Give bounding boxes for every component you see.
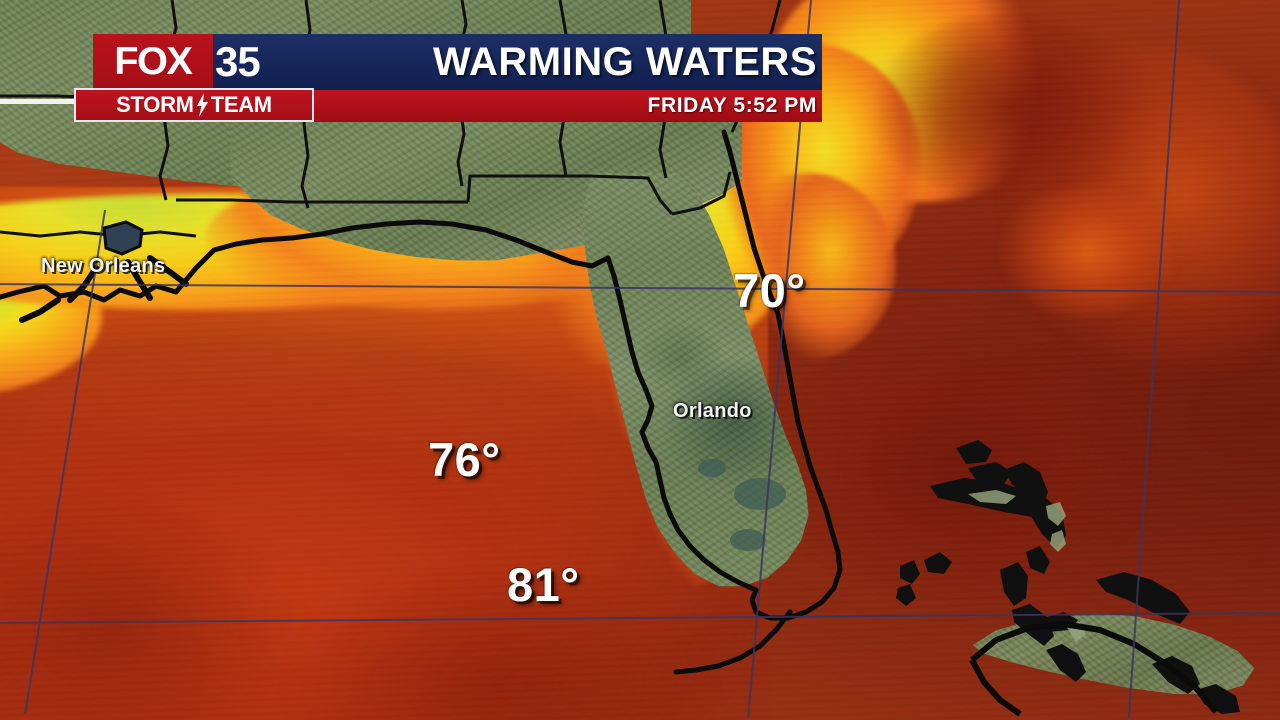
sst-atlantic-maroon-eddy-north (870, 14, 1152, 202)
banner-left-accent (0, 99, 74, 104)
channel-number: 35 (215, 38, 261, 85)
sst-atlantic-orange-eddy (998, 187, 1178, 317)
lightning-bolt-icon (196, 93, 208, 117)
headline-text: WARMING WATERS (432, 39, 817, 84)
fox-logo-box: FOX (93, 34, 213, 90)
storm-team-badge: STORM TEAM (74, 88, 314, 122)
temperature-label-gulf-north: 76° (428, 433, 501, 486)
temperature-label-gulf-south: 81° (507, 558, 580, 611)
timestamp-text: FRIDAY 5:52 PM (647, 94, 817, 117)
city-label-orlando: Orlando (673, 400, 752, 422)
storm-team-word-storm: STORM (116, 92, 194, 117)
storm-team-word-team: TEAM (210, 92, 272, 117)
fox-logo-text: FOX (114, 40, 193, 83)
headline-bar (93, 34, 822, 90)
city-label-new-orleans: New Orleans (41, 255, 166, 277)
temperature-label-atlantic: 70° (733, 264, 806, 317)
